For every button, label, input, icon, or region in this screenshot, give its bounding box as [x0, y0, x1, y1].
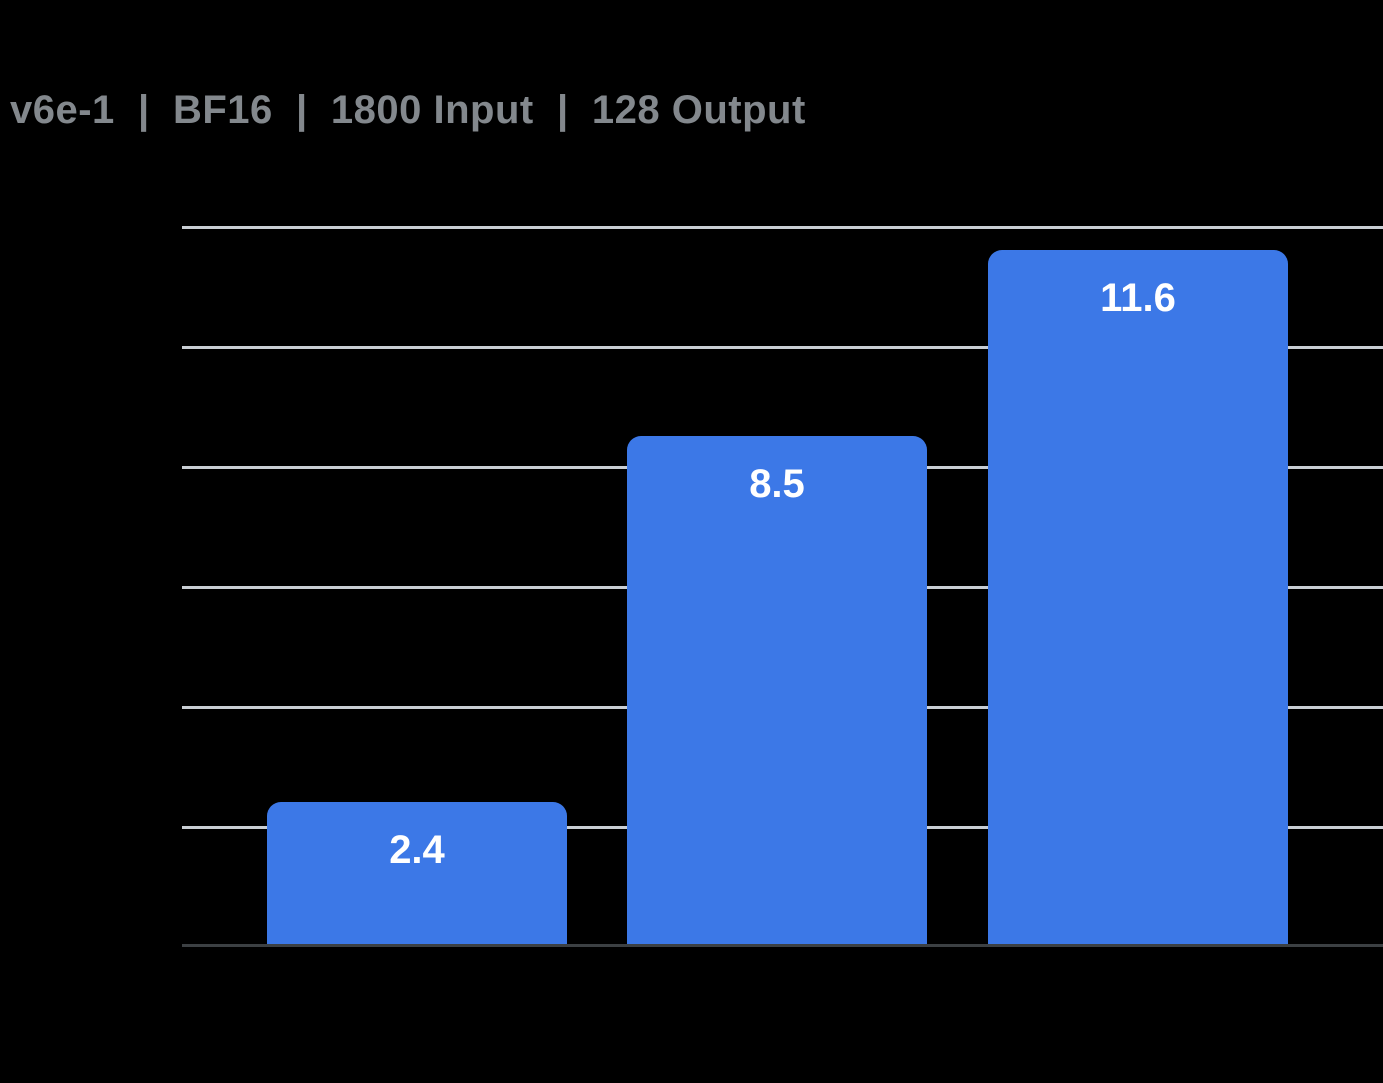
plot-area: 2.4 8.5 11.6: [182, 0, 1383, 1083]
bar: 2.4: [267, 802, 567, 946]
bar-value-label: 2.4: [389, 828, 445, 872]
gridline: [182, 226, 1383, 229]
bar: 8.5: [627, 436, 927, 946]
x-axis-baseline: [182, 944, 1383, 947]
chart-title: v6e-1 | BF16 | 1800 Input | 128 Output: [10, 88, 806, 132]
bar: 11.6: [988, 250, 1288, 946]
gridline: [182, 346, 1383, 349]
bar-value-label: 11.6: [1100, 276, 1176, 320]
bar-value-label: 8.5: [749, 462, 805, 506]
